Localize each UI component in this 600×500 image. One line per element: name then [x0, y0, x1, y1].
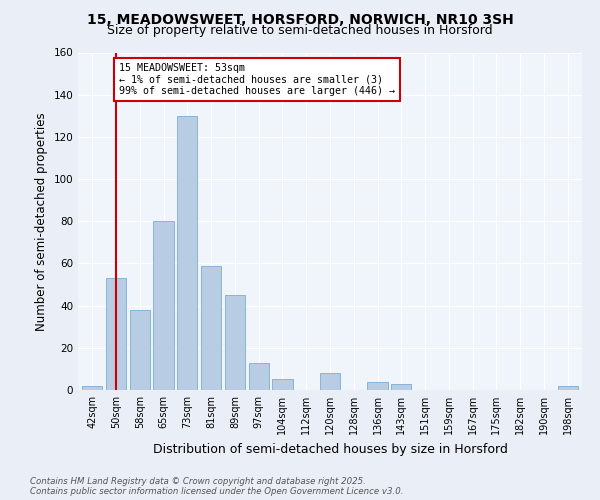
Bar [367, 382, 388, 390]
Bar [177, 116, 197, 390]
Bar [557, 386, 578, 390]
Bar [248, 362, 269, 390]
Bar [154, 221, 173, 390]
Bar [82, 386, 103, 390]
Bar [225, 295, 245, 390]
Bar [130, 310, 150, 390]
Bar [320, 373, 340, 390]
Text: 15 MEADOWSWEET: 53sqm
← 1% of semi-detached houses are smaller (3)
99% of semi-d: 15 MEADOWSWEET: 53sqm ← 1% of semi-detac… [119, 63, 395, 96]
Bar [201, 266, 221, 390]
Text: Size of property relative to semi-detached houses in Horsford: Size of property relative to semi-detach… [107, 24, 493, 37]
Text: 15, MEADOWSWEET, HORSFORD, NORWICH, NR10 3SH: 15, MEADOWSWEET, HORSFORD, NORWICH, NR10… [86, 12, 514, 26]
Y-axis label: Number of semi-detached properties: Number of semi-detached properties [35, 112, 48, 330]
Bar [391, 384, 412, 390]
Bar [106, 278, 126, 390]
Text: Contains HM Land Registry data © Crown copyright and database right 2025.
Contai: Contains HM Land Registry data © Crown c… [30, 476, 404, 496]
Bar [272, 380, 293, 390]
X-axis label: Distribution of semi-detached houses by size in Horsford: Distribution of semi-detached houses by … [152, 442, 508, 456]
